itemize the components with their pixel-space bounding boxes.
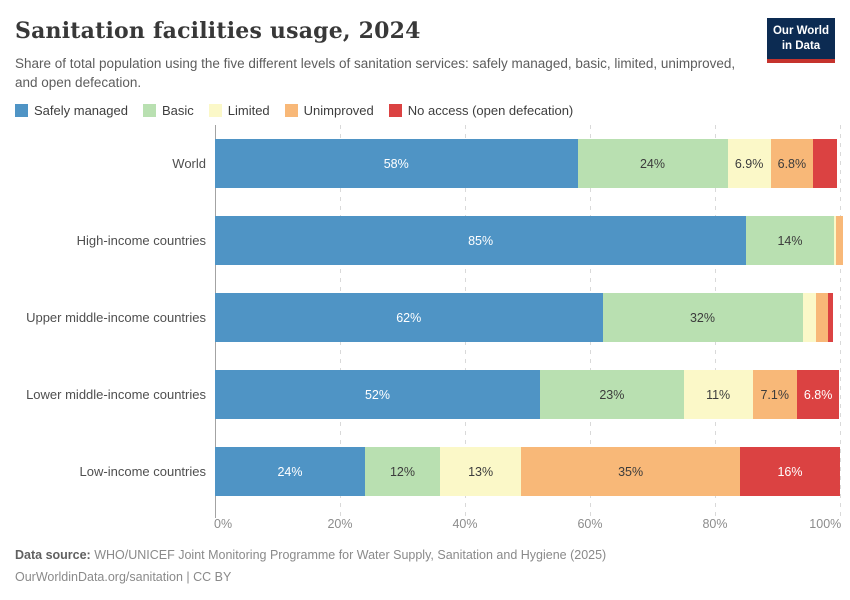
bar-value-label: 58% bbox=[383, 156, 409, 171]
bar-segment-unimproved[interactable]: 7.1% bbox=[752, 370, 797, 420]
bar-value-label: 23% bbox=[599, 387, 625, 402]
bar-segment-basic[interactable]: 12% bbox=[365, 447, 440, 497]
category-label-upper-middle-income-countries[interactable]: Upper middle-income countries bbox=[26, 310, 206, 326]
attribution-link[interactable]: OurWorldinData.org/sanitation | CC BY bbox=[15, 569, 232, 584]
chart-row-high-income-countries: High-income countries 85% 14% bbox=[15, 202, 844, 279]
bar-track: 62% 32% bbox=[215, 293, 840, 343]
bar-segment-safely-managed[interactable]: 58% bbox=[215, 139, 578, 189]
x-tick-label-0%: 0% bbox=[214, 517, 233, 532]
bar-segment-limited[interactable]: 13% bbox=[440, 447, 522, 497]
bar-value-label: 14% bbox=[777, 233, 803, 248]
gridline-100% bbox=[840, 125, 841, 517]
bar-segment-safely-managed[interactable]: 24% bbox=[215, 447, 365, 497]
data-source-label: Data source: bbox=[15, 548, 91, 563]
data-source-text: WHO/UNICEF Joint Monitoring Programme fo… bbox=[90, 548, 607, 563]
bar-value-label: 7.1% bbox=[760, 387, 789, 402]
owid-logo[interactable]: Our World in Data bbox=[767, 18, 835, 63]
bar-segment-basic[interactable]: 32% bbox=[602, 293, 803, 343]
chart-row-low-income-countries: Low-income countries 24% 12% 13% 35% 16% bbox=[15, 433, 840, 510]
legend-item-unimproved[interactable]: Unimproved bbox=[284, 103, 374, 119]
bar-segment-unimproved[interactable]: 6.8% bbox=[770, 139, 814, 189]
x-tick-label-20%: 20% bbox=[327, 517, 353, 532]
bar-value-label: 11% bbox=[706, 387, 731, 402]
legend-item-safely-managed[interactable]: Safely managed bbox=[15, 103, 128, 118]
x-tick-label-40%: 40% bbox=[452, 517, 478, 532]
data-source-line: Data source: WHO/UNICEF Joint Monitoring… bbox=[15, 545, 835, 566]
legend-swatch-icon bbox=[15, 104, 28, 118]
bar-segment-safely-managed[interactable]: 52% bbox=[215, 370, 540, 420]
bar-value-label: 6.9% bbox=[734, 156, 764, 171]
bar-segment-safely-managed[interactable]: 85% bbox=[215, 216, 747, 266]
legend-label: Unimproved bbox=[303, 103, 374, 119]
bar-segment-limited[interactable]: 11% bbox=[683, 370, 753, 420]
bar-track: 24% 12% 13% 35% 16% bbox=[215, 447, 840, 497]
bar-value-label: 24% bbox=[277, 464, 303, 479]
legend-label: Limited bbox=[227, 103, 270, 119]
bar-segment-no-access-open-defecation[interactable] bbox=[828, 293, 834, 343]
bar-segment-no-access-open-defecation[interactable]: 6.8% bbox=[796, 370, 840, 420]
category-label-lower-middle-income-countries[interactable]: Lower middle-income countries bbox=[26, 387, 206, 403]
x-axis: 0% 20% 40% 60% 80% 100% bbox=[214, 510, 842, 534]
stacked-bar-chart: World 58% 24% 6.9% 6.8% High-income countries… bbox=[15, 125, 844, 519]
bar-track: 58% 24% 6.9% 6.8% bbox=[215, 139, 840, 189]
chart-subtitle: Share of total population using the five… bbox=[15, 56, 736, 91]
bar-value-label: 35% bbox=[618, 464, 644, 479]
bar-value-label: 6.8% bbox=[803, 387, 833, 402]
bar-segment-no-access-open-defecation[interactable]: 16% bbox=[740, 447, 840, 497]
chart-row-world: World 58% 24% 6.9% 6.8% bbox=[15, 125, 837, 202]
bar-segment-limited[interactable] bbox=[802, 293, 817, 343]
chart-row-lower-middle-income-countries: Lower middle-income countries 52% 23% 11% 7.… bbox=[15, 356, 840, 433]
bar-segment-unimproved[interactable] bbox=[836, 216, 844, 266]
bar-value-label: 12% bbox=[389, 464, 416, 479]
bar-segment-limited[interactable]: 6.9% bbox=[727, 139, 771, 189]
bar-value-label: 24% bbox=[639, 156, 666, 171]
chart-row-upper-middle-income-countries: Upper middle-income countries 62% 32% bbox=[15, 279, 835, 356]
bar-track: 52% 23% 11% 7.1% 6.8% bbox=[215, 370, 840, 420]
chart-footer: Data source: WHO/UNICEF Joint Monitoring… bbox=[15, 545, 835, 588]
legend-swatch-icon bbox=[208, 104, 222, 118]
bar-value-label: 52% bbox=[364, 387, 391, 402]
bar-segment-basic[interactable]: 24% bbox=[577, 139, 728, 189]
x-tick-label-100%: 100% bbox=[809, 517, 842, 532]
chart-legend: Safely managed Basic Limited Unimproved No a… bbox=[15, 103, 835, 118]
bar-track: 85% 14% bbox=[215, 216, 844, 266]
bar-segment-unimproved[interactable]: 35% bbox=[521, 447, 740, 497]
bar-segment-unimproved[interactable] bbox=[816, 293, 829, 343]
bar-segment-no-access-open-defecation[interactable] bbox=[813, 139, 837, 189]
x-tick-label-60%: 60% bbox=[577, 517, 603, 532]
owid-logo-line1: Our World bbox=[772, 25, 829, 37]
chart-header: Sanitation facilities usage, 2024 Our Wo… bbox=[15, 18, 835, 92]
legend-item-basic[interactable]: Basic bbox=[142, 103, 194, 119]
chart-title: Sanitation facilities usage, 2024 bbox=[15, 18, 421, 44]
bar-value-label: 32% bbox=[689, 310, 716, 325]
x-tick-label-80%: 80% bbox=[702, 517, 728, 532]
legend-label: No access (open defecation) bbox=[407, 103, 574, 119]
bar-value-label: 6.8% bbox=[777, 156, 807, 171]
legend-label: Basic bbox=[161, 103, 194, 119]
owid-logo-line2: in Data bbox=[781, 39, 821, 52]
chart-rows: World 58% 24% 6.9% 6.8% High-income countries… bbox=[15, 125, 844, 510]
legend-swatch-icon bbox=[388, 104, 402, 118]
bar-value-label: 62% bbox=[396, 310, 422, 325]
legend-item-no-access-open-defecation[interactable]: No access (open defecation) bbox=[388, 103, 574, 119]
legend-item-limited[interactable]: Limited bbox=[208, 103, 270, 119]
legend-label: Safely managed bbox=[34, 103, 128, 119]
bar-value-label: 13% bbox=[468, 464, 494, 479]
bar-value-label: 85% bbox=[468, 233, 494, 248]
category-label-low-income-countries[interactable]: Low-income countries bbox=[79, 464, 206, 480]
category-label-high-income-countries[interactable]: High-income countries bbox=[76, 233, 206, 249]
legend-swatch-icon bbox=[142, 104, 156, 118]
bar-segment-limited[interactable] bbox=[833, 216, 837, 266]
category-label-world[interactable]: World bbox=[172, 156, 206, 172]
bar-segment-safely-managed[interactable]: 62% bbox=[215, 293, 603, 343]
legend-swatch-icon bbox=[284, 104, 298, 118]
bar-segment-basic[interactable]: 14% bbox=[746, 216, 834, 266]
bar-segment-basic[interactable]: 23% bbox=[540, 370, 684, 420]
bar-value-label: 16% bbox=[777, 464, 803, 479]
